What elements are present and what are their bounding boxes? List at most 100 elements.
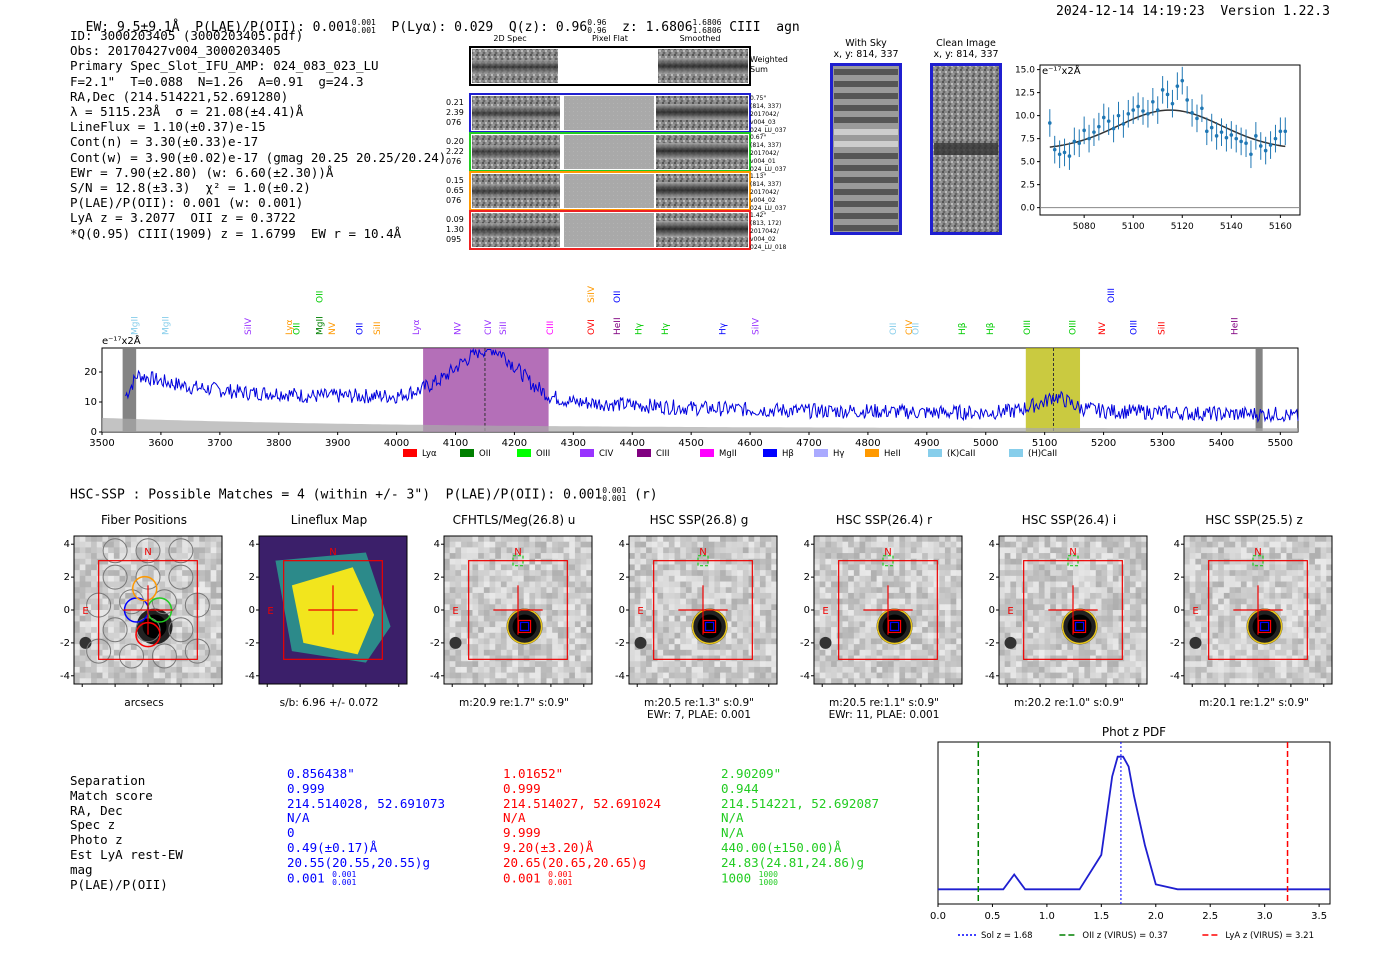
noise-pixel [1055, 581, 1063, 588]
noise-pixel [1240, 570, 1248, 577]
noise-pixel [1038, 553, 1046, 560]
noise-pixel [1010, 615, 1017, 622]
noise-pixel [1061, 536, 1068, 543]
noise-pixel [1263, 564, 1270, 571]
noise-pixel [842, 553, 849, 560]
noise-pixel [1055, 615, 1063, 622]
noise-pixel [193, 649, 200, 657]
noise-pixel [870, 610, 878, 617]
noise-pixel [708, 541, 715, 548]
noise-pixel [888, 655, 895, 662]
noise-pixel [657, 632, 664, 639]
noise-pixel [1303, 678, 1310, 685]
noise-pixel [96, 627, 103, 634]
noise-pixel [472, 570, 479, 577]
noise-pixel [159, 581, 166, 588]
noise-pixel [495, 564, 502, 571]
noise-pixel [461, 627, 468, 634]
noise-pixel [1275, 644, 1282, 651]
imaging-panel-image: NE-4-4-2-2002244 [615, 535, 778, 687]
noise-pixel [74, 553, 81, 560]
fiber-orange [131, 575, 158, 602]
noise-pixel [754, 553, 761, 560]
noise-pixel [187, 672, 195, 679]
noise-pixel [657, 570, 664, 577]
zoom-unit-label: e⁻¹⁷x2Å [1042, 64, 1081, 77]
noise-pixel [731, 615, 738, 622]
noise-pixel [455, 598, 462, 605]
noise-pixel [1326, 592, 1333, 600]
noise-pixel [1218, 610, 1225, 617]
noise-pixel [1141, 541, 1148, 548]
noise-pixel [1280, 598, 1287, 605]
noise-pixel [461, 666, 468, 674]
noise-pixel [557, 604, 565, 611]
noise-pixel [814, 604, 821, 611]
noise-pixel [634, 570, 641, 577]
noise-pixel [1223, 621, 1231, 628]
noise-pixel [495, 547, 502, 554]
noise-pixel [1050, 649, 1057, 657]
noise-pixel [574, 655, 582, 662]
noise-pixel [674, 587, 681, 594]
noise-pixel [586, 610, 593, 617]
noise-pixel [187, 536, 195, 543]
noise-pixel [444, 547, 451, 554]
noise-pixel [765, 598, 772, 605]
noise-pixel [1258, 598, 1265, 605]
noise-pixel [922, 564, 929, 571]
noise-pixel [927, 644, 935, 651]
noise-pixel [165, 581, 172, 588]
noise-pixel [703, 564, 710, 571]
noise-pixel [540, 666, 547, 674]
noise-pixel [685, 627, 693, 634]
noise-pixel [1050, 553, 1057, 560]
noise-pixel [518, 587, 525, 594]
noise-pixel [142, 678, 149, 685]
noise-pixel [922, 627, 929, 634]
sky-stripe [834, 165, 898, 171]
noise-pixel [1021, 644, 1028, 651]
noise-pixel [865, 536, 872, 543]
noise-pixel [170, 638, 177, 645]
noise-pixel [865, 575, 872, 583]
zoom-point [1278, 129, 1283, 134]
noise-pixel [1038, 592, 1046, 600]
noise-pixel [1061, 564, 1068, 571]
noise-pixel [1252, 587, 1259, 594]
noise-pixel [640, 621, 647, 628]
noise-pixel [449, 632, 456, 639]
noise-pixel [193, 621, 200, 628]
noise-pixel [449, 581, 456, 588]
noise-pixel [1240, 627, 1248, 634]
noise-pixel [1309, 621, 1316, 628]
noise-pixel [646, 541, 653, 548]
noise-pixel [1212, 598, 1219, 605]
img-ytick-label: 0 [804, 605, 810, 616]
noise-pixel [91, 666, 98, 674]
noise-pixel [731, 558, 738, 565]
noise-pixel [557, 587, 565, 594]
noise-pixel [1055, 587, 1063, 594]
noise-pixel [1314, 536, 1322, 543]
noise-pixel [506, 541, 513, 548]
noise-pixel [1269, 592, 1276, 600]
noise-pixel [1016, 655, 1023, 662]
noise-pixel [580, 547, 587, 554]
noise-pixel [1235, 547, 1242, 554]
noise-pixel [1201, 592, 1208, 600]
noise-pixel [910, 564, 917, 571]
noise-pixel [478, 672, 485, 679]
noise-pixel [1027, 581, 1034, 588]
noise-pixel [1010, 558, 1017, 565]
zoom-ytick-label: 15.0 [1015, 66, 1035, 76]
match-value: 0.49(±0.17)Å [287, 839, 378, 855]
noise-pixel [79, 661, 86, 668]
noise-pixel [634, 541, 641, 548]
noise-pixel [85, 672, 92, 679]
noise-pixel [1184, 649, 1191, 657]
noise-pixel [125, 575, 132, 583]
noise-pixel [765, 604, 772, 611]
noise-pixel [629, 644, 636, 651]
